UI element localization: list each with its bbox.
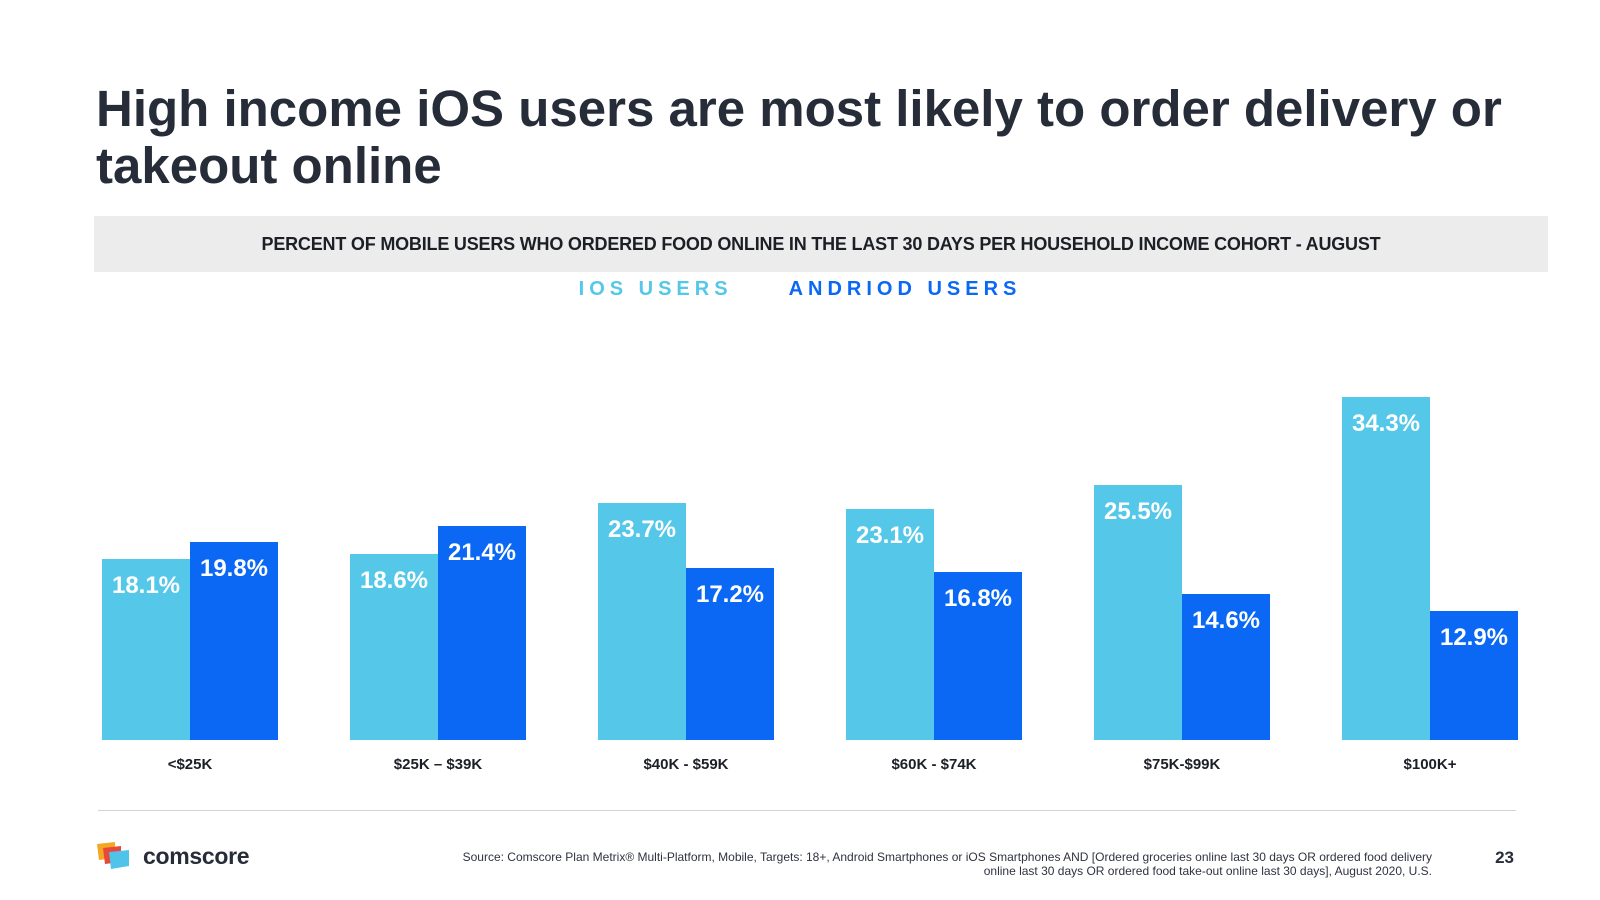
bar-ios-2 — [598, 503, 686, 740]
data-label-android-5: 12.9% — [1440, 624, 1508, 651]
bar-chart: 18.1% 19.8% <$25K 18.6% 21.4% $25K – $39K 23.7… — [102, 397, 1518, 773]
bar-android-2 — [686, 568, 774, 740]
data-label-ios-3: 23.1% — [856, 522, 924, 549]
category-label-2: $40K - $59K — [643, 756, 728, 773]
data-label-android-1: 21.4% — [448, 539, 516, 566]
source-note: Source: Comscore Plan Metrix® Multi-Plat… — [462, 850, 1432, 878]
page-title: High income iOS users are most likely to… — [96, 80, 1502, 194]
category-label-4: $75K-$99K — [1144, 756, 1221, 773]
chart-legend: IOS USERS ANDRIOD USERS — [0, 278, 1600, 301]
data-label-android-0: 19.8% — [200, 555, 268, 582]
chart-subtitle-bar: PERCENT OF MOBILE USERS WHO ORDERED FOOD… — [94, 216, 1548, 272]
category-label-5: $100K+ — [1404, 756, 1457, 773]
legend-ios: IOS USERS — [578, 278, 733, 300]
chart-subtitle: PERCENT OF MOBILE USERS WHO ORDERED FOOD… — [261, 233, 1381, 254]
bar-ios-0 — [102, 559, 190, 740]
data-label-android-4: 14.6% — [1192, 607, 1260, 634]
data-label-ios-2: 23.7% — [608, 516, 676, 543]
bar-ios-3 — [846, 509, 934, 740]
bar-android-0 — [190, 542, 278, 740]
bar-ios-1 — [350, 554, 438, 740]
data-label-android-3: 16.8% — [944, 585, 1012, 612]
bar-android-4 — [1182, 594, 1270, 740]
logo-text: comscore — [143, 842, 250, 869]
category-label-1: $25K – $39K — [394, 756, 483, 773]
bar-ios-4 — [1094, 485, 1182, 740]
data-label-android-2: 17.2% — [696, 581, 764, 608]
page-number: 23 — [1495, 848, 1514, 867]
data-label-ios-0: 18.1% — [112, 572, 180, 599]
bar-android-1 — [438, 526, 526, 740]
bar-ios-5 — [1342, 397, 1430, 740]
data-label-ios-1: 18.6% — [360, 567, 428, 594]
data-label-ios-5: 34.3% — [1352, 410, 1420, 437]
comscore-logo: comscore — [97, 842, 250, 870]
category-label-0: <$25K — [168, 756, 213, 773]
bar-android-3 — [934, 572, 1022, 740]
footer-divider — [98, 810, 1516, 811]
bar-android-5 — [1430, 611, 1518, 740]
comscore-logo-icon — [97, 842, 129, 869]
category-label-3: $60K - $74K — [891, 756, 976, 773]
data-label-ios-4: 25.5% — [1104, 498, 1172, 525]
legend-android: ANDRIOD USERS — [788, 278, 1022, 300]
